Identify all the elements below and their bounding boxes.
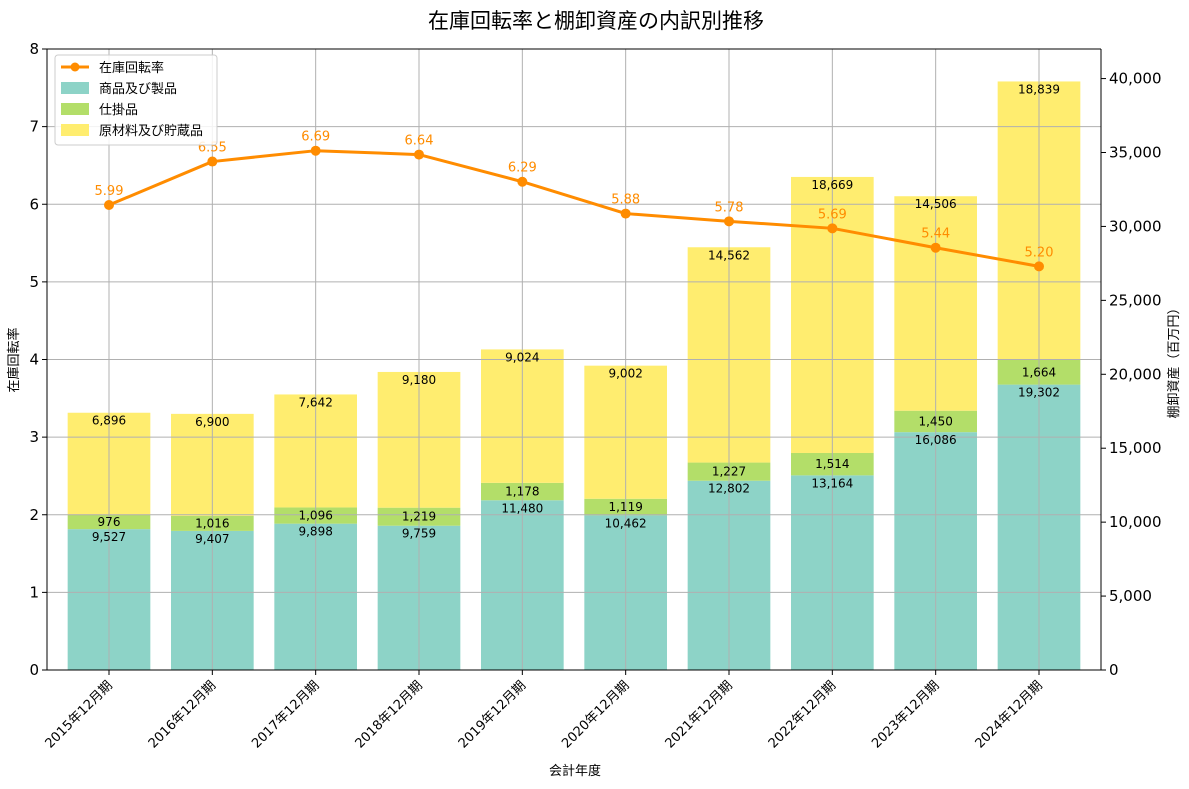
bar-data-label: 1,664 <box>1022 365 1056 379</box>
bar-data-label: 1,450 <box>918 414 952 428</box>
x-tick-label: 2022年12月期 <box>766 678 839 751</box>
bar-data-label: 9,759 <box>402 527 436 541</box>
bar-data-label: 7,642 <box>298 395 332 409</box>
turnover-data-label: 5.78 <box>715 200 744 215</box>
bar-data-label: 13,164 <box>811 476 853 490</box>
turnover-point <box>724 216 734 227</box>
bar-data-label: 9,898 <box>298 525 332 539</box>
bar-data-label: 1,227 <box>712 465 746 479</box>
bar-data-label: 9,024 <box>505 350 539 364</box>
x-tick-label: 2017年12月期 <box>249 678 322 751</box>
bar-data-label: 11,480 <box>501 501 543 515</box>
legend-label: 原材料及び貯蔵品 <box>99 124 203 139</box>
legend-line-marker <box>70 62 80 72</box>
bar-data-label: 18,839 <box>1018 82 1060 96</box>
bar-data-label: 10,462 <box>605 516 647 530</box>
bar-data-label: 14,506 <box>915 197 957 211</box>
bar-data-label: 9,527 <box>92 530 126 544</box>
bar-data-label: 1,016 <box>195 516 229 530</box>
turnover-point <box>930 242 941 253</box>
x-tick-label: 2015年12月期 <box>43 678 116 751</box>
left-tick-label: 5 <box>29 273 39 291</box>
left-tick-label: 2 <box>29 506 39 524</box>
bar-data-label: 12,802 <box>708 482 750 496</box>
left-tick-label: 3 <box>29 428 39 446</box>
bar-data-label: 9,180 <box>402 373 436 387</box>
turnover-data-label: 6.69 <box>301 130 330 145</box>
x-tick-label: 2018年12月期 <box>353 678 426 751</box>
turnover-data-label: 5.99 <box>95 184 124 199</box>
turnover-point <box>414 149 424 160</box>
x-tick-label: 2019年12月期 <box>456 678 529 751</box>
left-tick-label: 0 <box>29 661 39 679</box>
legend-swatch <box>61 82 89 94</box>
bar-data-label: 1,119 <box>608 500 642 514</box>
turnover-data-label: 5.44 <box>921 227 950 242</box>
bar-data-label: 9,407 <box>195 532 229 546</box>
right-tick-label: 0 <box>1109 661 1119 679</box>
bar-data-label: 6,900 <box>195 415 229 429</box>
bar-data-label: 9,002 <box>608 367 642 381</box>
turnover-data-label: 5.88 <box>611 193 640 208</box>
right-tick-label: 40,000 <box>1109 70 1162 88</box>
right-y-axis-label: 棚卸資産（百万円） <box>1166 301 1182 418</box>
left-tick-label: 6 <box>29 195 39 213</box>
turnover-point <box>310 145 321 156</box>
turnover-data-label: 6.64 <box>405 134 434 149</box>
left-y-axis-label: 在庫回転率 <box>6 327 22 392</box>
turnover-line <box>108 149 1040 268</box>
bar-data-label: 16,086 <box>915 433 957 447</box>
legend-swatch <box>61 124 89 136</box>
legend-label: 在庫回転率 <box>99 60 164 76</box>
left-tick-label: 1 <box>29 583 39 601</box>
bar-data-label: 14,562 <box>708 248 750 262</box>
right-tick-label: 30,000 <box>1109 217 1162 235</box>
bar-data-label: 18,669 <box>811 178 853 192</box>
x-tick-label: 2020年12月期 <box>559 678 632 751</box>
turnover-point <box>620 208 631 219</box>
right-tick-label: 10,000 <box>1109 513 1162 531</box>
right-tick-label: 20,000 <box>1109 365 1162 383</box>
bar-data-label: 1,514 <box>815 457 849 471</box>
turnover-point <box>1034 261 1044 272</box>
right-tick-label: 5,000 <box>1109 587 1152 605</box>
legend-box <box>54 54 218 146</box>
x-tick-label: 2024年12月期 <box>973 678 1046 751</box>
turnover-point <box>207 156 218 167</box>
legend-label: 商品及び製品 <box>99 82 177 97</box>
turnover-point <box>827 223 838 234</box>
left-tick-label: 4 <box>29 351 39 369</box>
turnover-point <box>104 200 114 211</box>
bar-data-label: 6,896 <box>92 414 126 428</box>
left-tick-label: 7 <box>29 118 39 136</box>
turnover-data-label: 6.29 <box>508 161 537 176</box>
legend-label: 仕掛品 <box>99 103 138 118</box>
right-tick-label: 35,000 <box>1109 144 1162 162</box>
left-tick-label: 8 <box>29 40 39 58</box>
x-axis-label: 会計年度 <box>549 763 601 779</box>
x-tick-label: 2016年12月期 <box>146 678 219 751</box>
legend-swatch <box>61 103 89 115</box>
x-tick-label: 2023年12月期 <box>869 678 942 751</box>
turnover-data-label: 5.69 <box>818 207 847 222</box>
bar-data-label: 1,219 <box>402 510 436 524</box>
bar-data-label: 1,096 <box>298 509 332 523</box>
x-tick-label: 2021年12月期 <box>663 678 736 751</box>
right-tick-label: 15,000 <box>1109 439 1162 457</box>
bar-data-label: 976 <box>98 515 121 529</box>
turnover-point <box>517 176 528 187</box>
bar-data-label: 19,302 <box>1018 386 1060 400</box>
right-tick-label: 25,000 <box>1109 291 1162 309</box>
turnover-data-label: 5.20 <box>1025 245 1054 260</box>
bar-data-label: 1,178 <box>505 485 539 499</box>
chart-title: 在庫回転率と棚卸資産の内訳別推移 <box>428 9 764 33</box>
